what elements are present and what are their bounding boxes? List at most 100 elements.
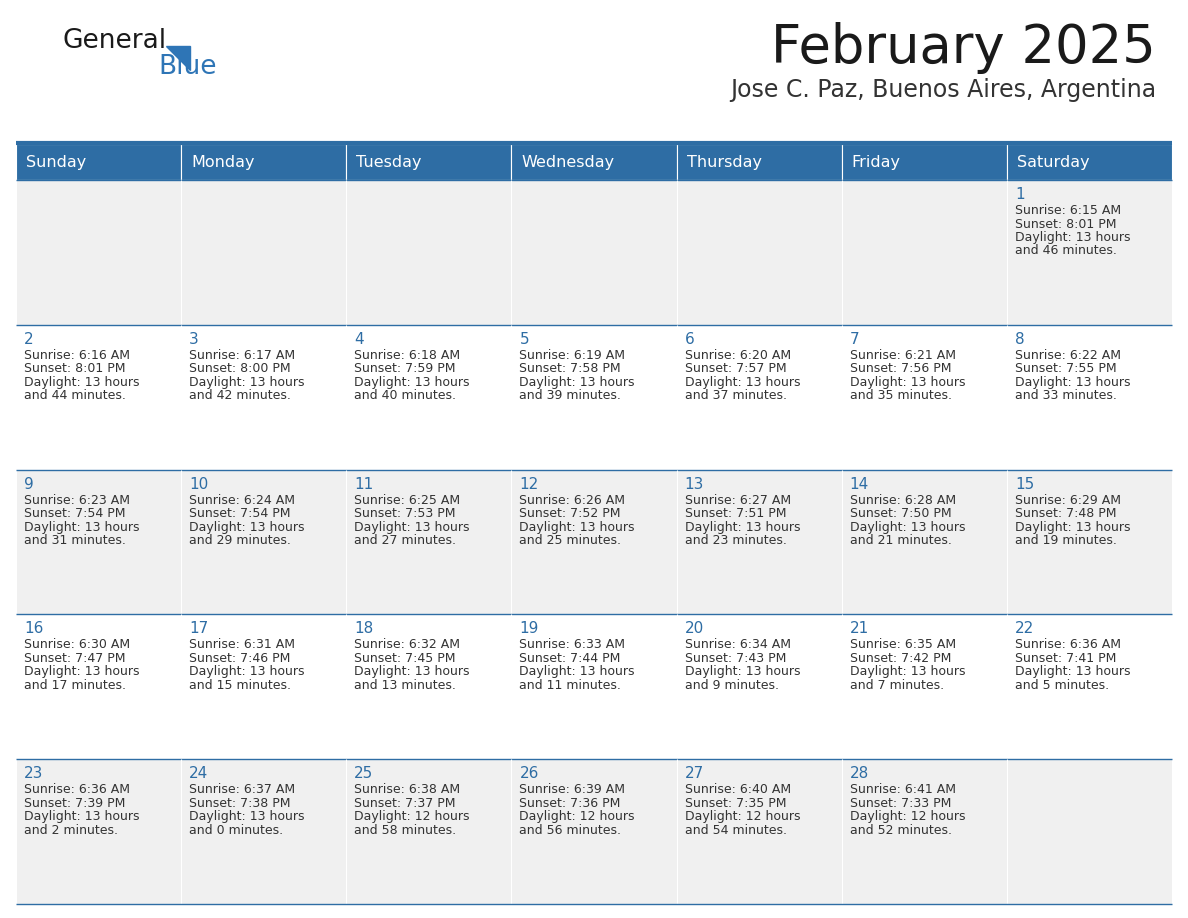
Text: Sunrise: 6:31 AM: Sunrise: 6:31 AM: [189, 638, 295, 652]
Text: Thursday: Thursday: [687, 154, 762, 170]
Text: 12: 12: [519, 476, 538, 492]
Text: Sunset: 7:50 PM: Sunset: 7:50 PM: [849, 507, 952, 521]
Text: Sunrise: 6:21 AM: Sunrise: 6:21 AM: [849, 349, 955, 362]
Text: Daylight: 13 hours: Daylight: 13 hours: [189, 666, 304, 678]
Bar: [1007, 180, 1173, 325]
Bar: [677, 470, 842, 614]
Text: and 52 minutes.: and 52 minutes.: [849, 823, 952, 836]
Bar: [1007, 144, 1173, 180]
Text: Sunset: 7:55 PM: Sunset: 7:55 PM: [1015, 363, 1117, 375]
Bar: [346, 144, 511, 180]
Text: General: General: [62, 28, 166, 54]
Text: and 5 minutes.: and 5 minutes.: [1015, 679, 1108, 692]
Text: Daylight: 13 hours: Daylight: 13 hours: [24, 666, 139, 678]
Text: 15: 15: [1015, 476, 1034, 492]
Text: Tuesday: Tuesday: [356, 154, 422, 170]
Text: 20: 20: [684, 621, 703, 636]
Text: and 37 minutes.: and 37 minutes.: [684, 389, 786, 402]
Text: Daylight: 13 hours: Daylight: 13 hours: [24, 375, 139, 389]
Bar: [1007, 325, 1173, 470]
Text: Sunday: Sunday: [26, 154, 87, 170]
Text: Daylight: 13 hours: Daylight: 13 hours: [849, 666, 965, 678]
Bar: [15, 144, 181, 180]
Text: Sunset: 7:51 PM: Sunset: 7:51 PM: [684, 507, 786, 521]
Bar: [677, 180, 842, 325]
Text: Daylight: 13 hours: Daylight: 13 hours: [354, 375, 469, 389]
Text: Sunset: 7:44 PM: Sunset: 7:44 PM: [519, 652, 621, 665]
Text: Daylight: 13 hours: Daylight: 13 hours: [849, 375, 965, 389]
Text: 13: 13: [684, 476, 704, 492]
Text: Daylight: 13 hours: Daylight: 13 hours: [354, 521, 469, 533]
Bar: [346, 759, 511, 904]
Text: Daylight: 13 hours: Daylight: 13 hours: [519, 375, 634, 389]
Bar: [677, 759, 842, 904]
Text: 2: 2: [24, 331, 33, 347]
Text: and 33 minutes.: and 33 minutes.: [1015, 389, 1117, 402]
Text: Daylight: 13 hours: Daylight: 13 hours: [1015, 666, 1130, 678]
Bar: [181, 759, 346, 904]
Text: Sunset: 7:57 PM: Sunset: 7:57 PM: [684, 363, 786, 375]
Bar: [511, 759, 677, 904]
Text: 28: 28: [849, 767, 868, 781]
Bar: [677, 144, 842, 180]
Text: and 40 minutes.: and 40 minutes.: [354, 389, 456, 402]
Text: 3: 3: [189, 331, 198, 347]
Text: Sunset: 7:43 PM: Sunset: 7:43 PM: [684, 652, 786, 665]
Text: 21: 21: [849, 621, 868, 636]
Text: Sunrise: 6:28 AM: Sunrise: 6:28 AM: [849, 494, 956, 507]
Text: Sunset: 7:45 PM: Sunset: 7:45 PM: [354, 652, 456, 665]
Text: 22: 22: [1015, 621, 1034, 636]
Text: and 19 minutes.: and 19 minutes.: [1015, 534, 1117, 547]
Text: Sunset: 7:42 PM: Sunset: 7:42 PM: [849, 652, 952, 665]
Text: Sunrise: 6:24 AM: Sunrise: 6:24 AM: [189, 494, 295, 507]
Text: 7: 7: [849, 331, 859, 347]
Text: Jose C. Paz, Buenos Aires, Argentina: Jose C. Paz, Buenos Aires, Argentina: [729, 78, 1156, 102]
Text: Daylight: 13 hours: Daylight: 13 hours: [24, 521, 139, 533]
Text: Sunrise: 6:39 AM: Sunrise: 6:39 AM: [519, 783, 625, 796]
Text: Daylight: 12 hours: Daylight: 12 hours: [684, 811, 800, 823]
Text: and 58 minutes.: and 58 minutes.: [354, 823, 456, 836]
Text: Sunset: 7:41 PM: Sunset: 7:41 PM: [1015, 652, 1117, 665]
Text: Sunrise: 6:15 AM: Sunrise: 6:15 AM: [1015, 204, 1121, 217]
Text: Sunrise: 6:29 AM: Sunrise: 6:29 AM: [1015, 494, 1120, 507]
Text: and 9 minutes.: and 9 minutes.: [684, 679, 778, 692]
Text: and 21 minutes.: and 21 minutes.: [849, 534, 952, 547]
Text: and 13 minutes.: and 13 minutes.: [354, 679, 456, 692]
Text: and 2 minutes.: and 2 minutes.: [24, 823, 118, 836]
Text: Sunrise: 6:30 AM: Sunrise: 6:30 AM: [24, 638, 131, 652]
Text: Wednesday: Wednesday: [522, 154, 614, 170]
Text: Sunset: 7:37 PM: Sunset: 7:37 PM: [354, 797, 456, 810]
Text: and 15 minutes.: and 15 minutes.: [189, 679, 291, 692]
Text: Sunset: 7:36 PM: Sunset: 7:36 PM: [519, 797, 621, 810]
Text: Daylight: 13 hours: Daylight: 13 hours: [1015, 231, 1130, 244]
Bar: [346, 614, 511, 759]
Text: Sunset: 7:59 PM: Sunset: 7:59 PM: [354, 363, 456, 375]
Text: Sunset: 7:52 PM: Sunset: 7:52 PM: [519, 507, 621, 521]
Text: Sunset: 7:35 PM: Sunset: 7:35 PM: [684, 797, 786, 810]
Bar: [511, 470, 677, 614]
Text: Sunset: 8:01 PM: Sunset: 8:01 PM: [24, 363, 126, 375]
Bar: [842, 614, 1007, 759]
Text: Sunrise: 6:35 AM: Sunrise: 6:35 AM: [849, 638, 956, 652]
Text: Sunrise: 6:17 AM: Sunrise: 6:17 AM: [189, 349, 296, 362]
Bar: [511, 325, 677, 470]
Text: Sunset: 7:54 PM: Sunset: 7:54 PM: [24, 507, 126, 521]
Bar: [511, 144, 677, 180]
Bar: [15, 180, 181, 325]
Text: Sunrise: 6:34 AM: Sunrise: 6:34 AM: [684, 638, 790, 652]
Text: Sunrise: 6:26 AM: Sunrise: 6:26 AM: [519, 494, 625, 507]
Bar: [842, 325, 1007, 470]
Text: Blue: Blue: [158, 54, 216, 80]
Bar: [181, 325, 346, 470]
Text: Daylight: 13 hours: Daylight: 13 hours: [684, 521, 800, 533]
Bar: [15, 325, 181, 470]
Bar: [15, 470, 181, 614]
Text: Daylight: 13 hours: Daylight: 13 hours: [684, 375, 800, 389]
Text: Daylight: 13 hours: Daylight: 13 hours: [189, 811, 304, 823]
Text: Sunrise: 6:37 AM: Sunrise: 6:37 AM: [189, 783, 296, 796]
Text: 10: 10: [189, 476, 208, 492]
Text: 27: 27: [684, 767, 703, 781]
Text: Daylight: 12 hours: Daylight: 12 hours: [519, 811, 634, 823]
Text: 17: 17: [189, 621, 208, 636]
Text: Sunset: 7:58 PM: Sunset: 7:58 PM: [519, 363, 621, 375]
